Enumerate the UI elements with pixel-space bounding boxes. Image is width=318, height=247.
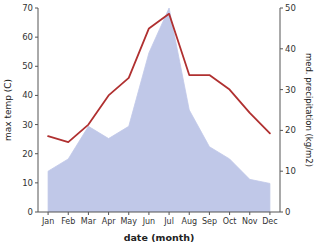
y2-tick xyxy=(280,89,283,90)
x-tick-label: Apr xyxy=(102,217,117,226)
chart: Jan Feb Mar AprMay Jun Jul Aug Sep Oct Nov Dec 0 10 2… xyxy=(0,0,318,247)
y2-tick-label: 20 xyxy=(285,125,296,135)
x-tick-label: Jan xyxy=(41,217,54,226)
y2-axis xyxy=(280,8,281,212)
x-tick xyxy=(68,212,69,215)
x-tick-label: Jun xyxy=(142,217,156,226)
y2-tick xyxy=(280,171,283,172)
y-tick xyxy=(35,124,38,125)
y2-tick xyxy=(280,212,283,213)
x-tick-label: Feb xyxy=(61,217,75,226)
x-tick-label: Dec xyxy=(262,217,277,226)
precipitation-area xyxy=(48,8,270,212)
y-tick-label: 30 xyxy=(22,120,33,130)
y2-tick-label: 40 xyxy=(285,44,296,54)
x-tick-label: Nov xyxy=(242,217,258,226)
y-tick xyxy=(35,8,38,9)
x-tick xyxy=(209,212,210,215)
y-tick-label: 70 xyxy=(22,3,33,13)
y-tick xyxy=(35,212,38,213)
temperature-line xyxy=(48,14,270,142)
x-tick xyxy=(48,212,49,215)
y-tick-label: 50 xyxy=(22,61,33,71)
x-tick-label: Oct xyxy=(223,217,237,226)
y-tick-label: 60 xyxy=(22,32,33,42)
y-axis-label: max temp (C) xyxy=(3,79,13,141)
x-tick xyxy=(189,212,190,215)
y2-tick xyxy=(280,8,283,9)
x-tick xyxy=(249,212,250,215)
y-tick xyxy=(35,66,38,67)
plot-area xyxy=(48,8,270,212)
y-tick-label: 40 xyxy=(22,90,33,100)
x-tick xyxy=(148,212,149,215)
y2-axis-label: med. precipitation (kg/m2) xyxy=(304,53,314,167)
y2-tick xyxy=(280,48,283,49)
y2-tick-label: 50 xyxy=(285,3,296,13)
x-tick-label: Aug xyxy=(181,217,197,226)
x-tick xyxy=(108,212,109,215)
y-tick xyxy=(35,37,38,38)
y-tick-label: 20 xyxy=(22,149,33,159)
y-tick xyxy=(35,153,38,154)
x-tick xyxy=(169,212,170,215)
x-tick xyxy=(128,212,129,215)
x-tick-label: Mar xyxy=(81,217,97,226)
y-tick-label: 0 xyxy=(28,207,33,217)
y2-tick-label: 10 xyxy=(285,166,296,176)
y-axis xyxy=(38,8,39,212)
x-tick xyxy=(88,212,89,215)
y-tick xyxy=(35,182,38,183)
x-axis-label: date (month) xyxy=(124,232,195,243)
y2-tick-label: 30 xyxy=(285,85,296,95)
x-tick-label: Jul xyxy=(163,217,174,226)
y2-tick xyxy=(280,130,283,131)
x-tick xyxy=(269,212,270,215)
y-tick xyxy=(35,95,38,96)
x-tick-label: Sep xyxy=(202,217,217,226)
x-tick-label: May xyxy=(120,217,137,226)
y2-tick-label: 0 xyxy=(285,207,290,217)
x-axis xyxy=(38,212,280,213)
x-tick xyxy=(229,212,230,215)
y-tick-label: 10 xyxy=(22,178,33,188)
